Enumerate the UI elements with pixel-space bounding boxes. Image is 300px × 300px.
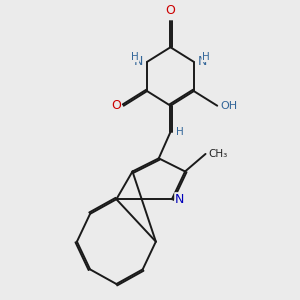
Text: CH₃: CH₃ xyxy=(208,149,228,159)
Text: OH: OH xyxy=(220,101,237,111)
Text: H: H xyxy=(176,127,184,137)
Text: N: N xyxy=(197,56,207,68)
Text: O: O xyxy=(166,4,176,17)
Text: H: H xyxy=(202,52,210,61)
Text: N: N xyxy=(175,193,184,206)
Text: H: H xyxy=(131,52,139,61)
Text: O: O xyxy=(111,99,121,112)
Text: N: N xyxy=(134,56,144,68)
